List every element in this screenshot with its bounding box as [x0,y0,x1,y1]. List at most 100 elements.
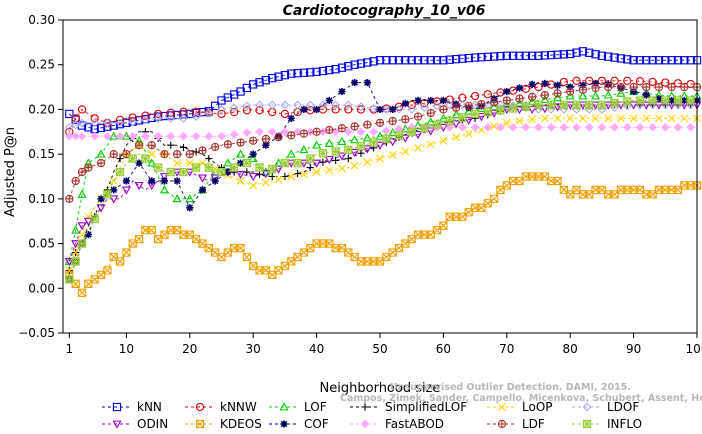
point-knn [223,93,232,102]
point-cof [427,96,435,105]
point-knn [407,56,416,65]
point-knn [597,51,607,60]
point-fastabod [217,131,226,141]
point-knnw [610,76,619,85]
point-cof [211,177,219,185]
point-knnw [242,106,252,115]
point-knnw [623,76,632,85]
point-knn [65,109,74,119]
point-knn [661,56,670,65]
point-odin [299,159,309,168]
legend-marker [280,420,288,428]
point-knnw [521,84,530,94]
point-knn [477,53,486,62]
point-odin [629,101,639,110]
legend-label: COF [304,417,329,431]
point-knn [528,51,537,60]
point-knnw [382,104,391,113]
point-knnw [153,109,163,119]
point-inflo [65,275,74,284]
point-cof [338,87,346,96]
point-inflo [369,138,378,147]
point-odin [121,186,131,195]
point-knnw [191,107,201,116]
legend-marker [195,419,205,429]
point-ldof [356,102,366,112]
point-cof [655,95,663,103]
point-inflo [420,124,429,133]
point-fastabod [255,127,264,137]
point-ldf [337,124,347,133]
x-axis-label: Neighborhood size [320,381,441,396]
point-knnw [534,82,543,92]
point-inflo [318,149,328,158]
point-lof [400,124,410,133]
point-ldof [293,100,302,110]
point-ldof [394,105,404,114]
point-fastabod [686,123,695,132]
point-inflo [306,154,315,163]
point-lof [172,194,182,203]
point-simplifiedlof [116,155,124,163]
y-tick-label: 0.10 [28,192,55,206]
point-odin [77,222,87,231]
point-knn [559,50,569,59]
point-knnw [141,111,150,120]
point-loop [274,175,283,184]
point-fastabod [597,123,607,132]
point-ldf [122,150,131,159]
point-ldf [325,125,334,135]
legend-entry-ldf: LDF [487,417,545,431]
point-odin [514,105,525,115]
point-cof [414,96,422,105]
point-lof [527,96,537,105]
point-lof [388,127,398,137]
point-odin [641,101,651,110]
point-inflo [610,99,619,108]
point-lof [248,153,258,163]
point-odin [274,165,284,174]
point-fastabod [622,123,632,132]
point-inflo [585,100,594,110]
point-ldof [432,101,442,111]
point-fastabod [293,127,302,137]
point-cof [642,91,650,99]
point-cof [579,81,587,89]
x-tick-label: 50 [372,342,387,356]
legend-marker [279,402,289,411]
point-knn [547,50,556,60]
point-ldof [153,113,163,123]
point-odin [502,105,512,115]
y-tick-label: 0.05 [28,237,55,251]
point-cof [439,96,447,105]
legend-label: SimplifiedLOF [385,400,467,414]
point-odin [324,156,334,165]
point-knn [375,56,385,65]
point-loop [173,159,182,168]
point-cof [630,87,638,96]
point-knn [318,66,328,76]
legend-marker [497,419,507,429]
point-knn [401,56,410,65]
point-knn [585,48,594,57]
legend-entry-inflo: INFLO [572,417,642,431]
point-ldof [191,112,201,121]
point-knnw [230,107,239,117]
point-inflo [673,96,683,105]
point-inflo [217,167,226,177]
point-lof [350,135,360,144]
point-cof [553,81,562,89]
point-odin [552,103,563,112]
point-kdeos [242,252,252,262]
point-inflo [508,104,518,113]
point-inflo [242,158,252,168]
point-odin [426,127,436,136]
point-odin [464,116,474,125]
point-odin [312,159,322,168]
point-simplifiedlof [344,155,352,163]
point-cof [515,84,524,92]
point-lof [438,113,448,122]
series-inflo [65,96,697,284]
point-ldof [242,101,252,111]
point-knnw [255,106,264,115]
